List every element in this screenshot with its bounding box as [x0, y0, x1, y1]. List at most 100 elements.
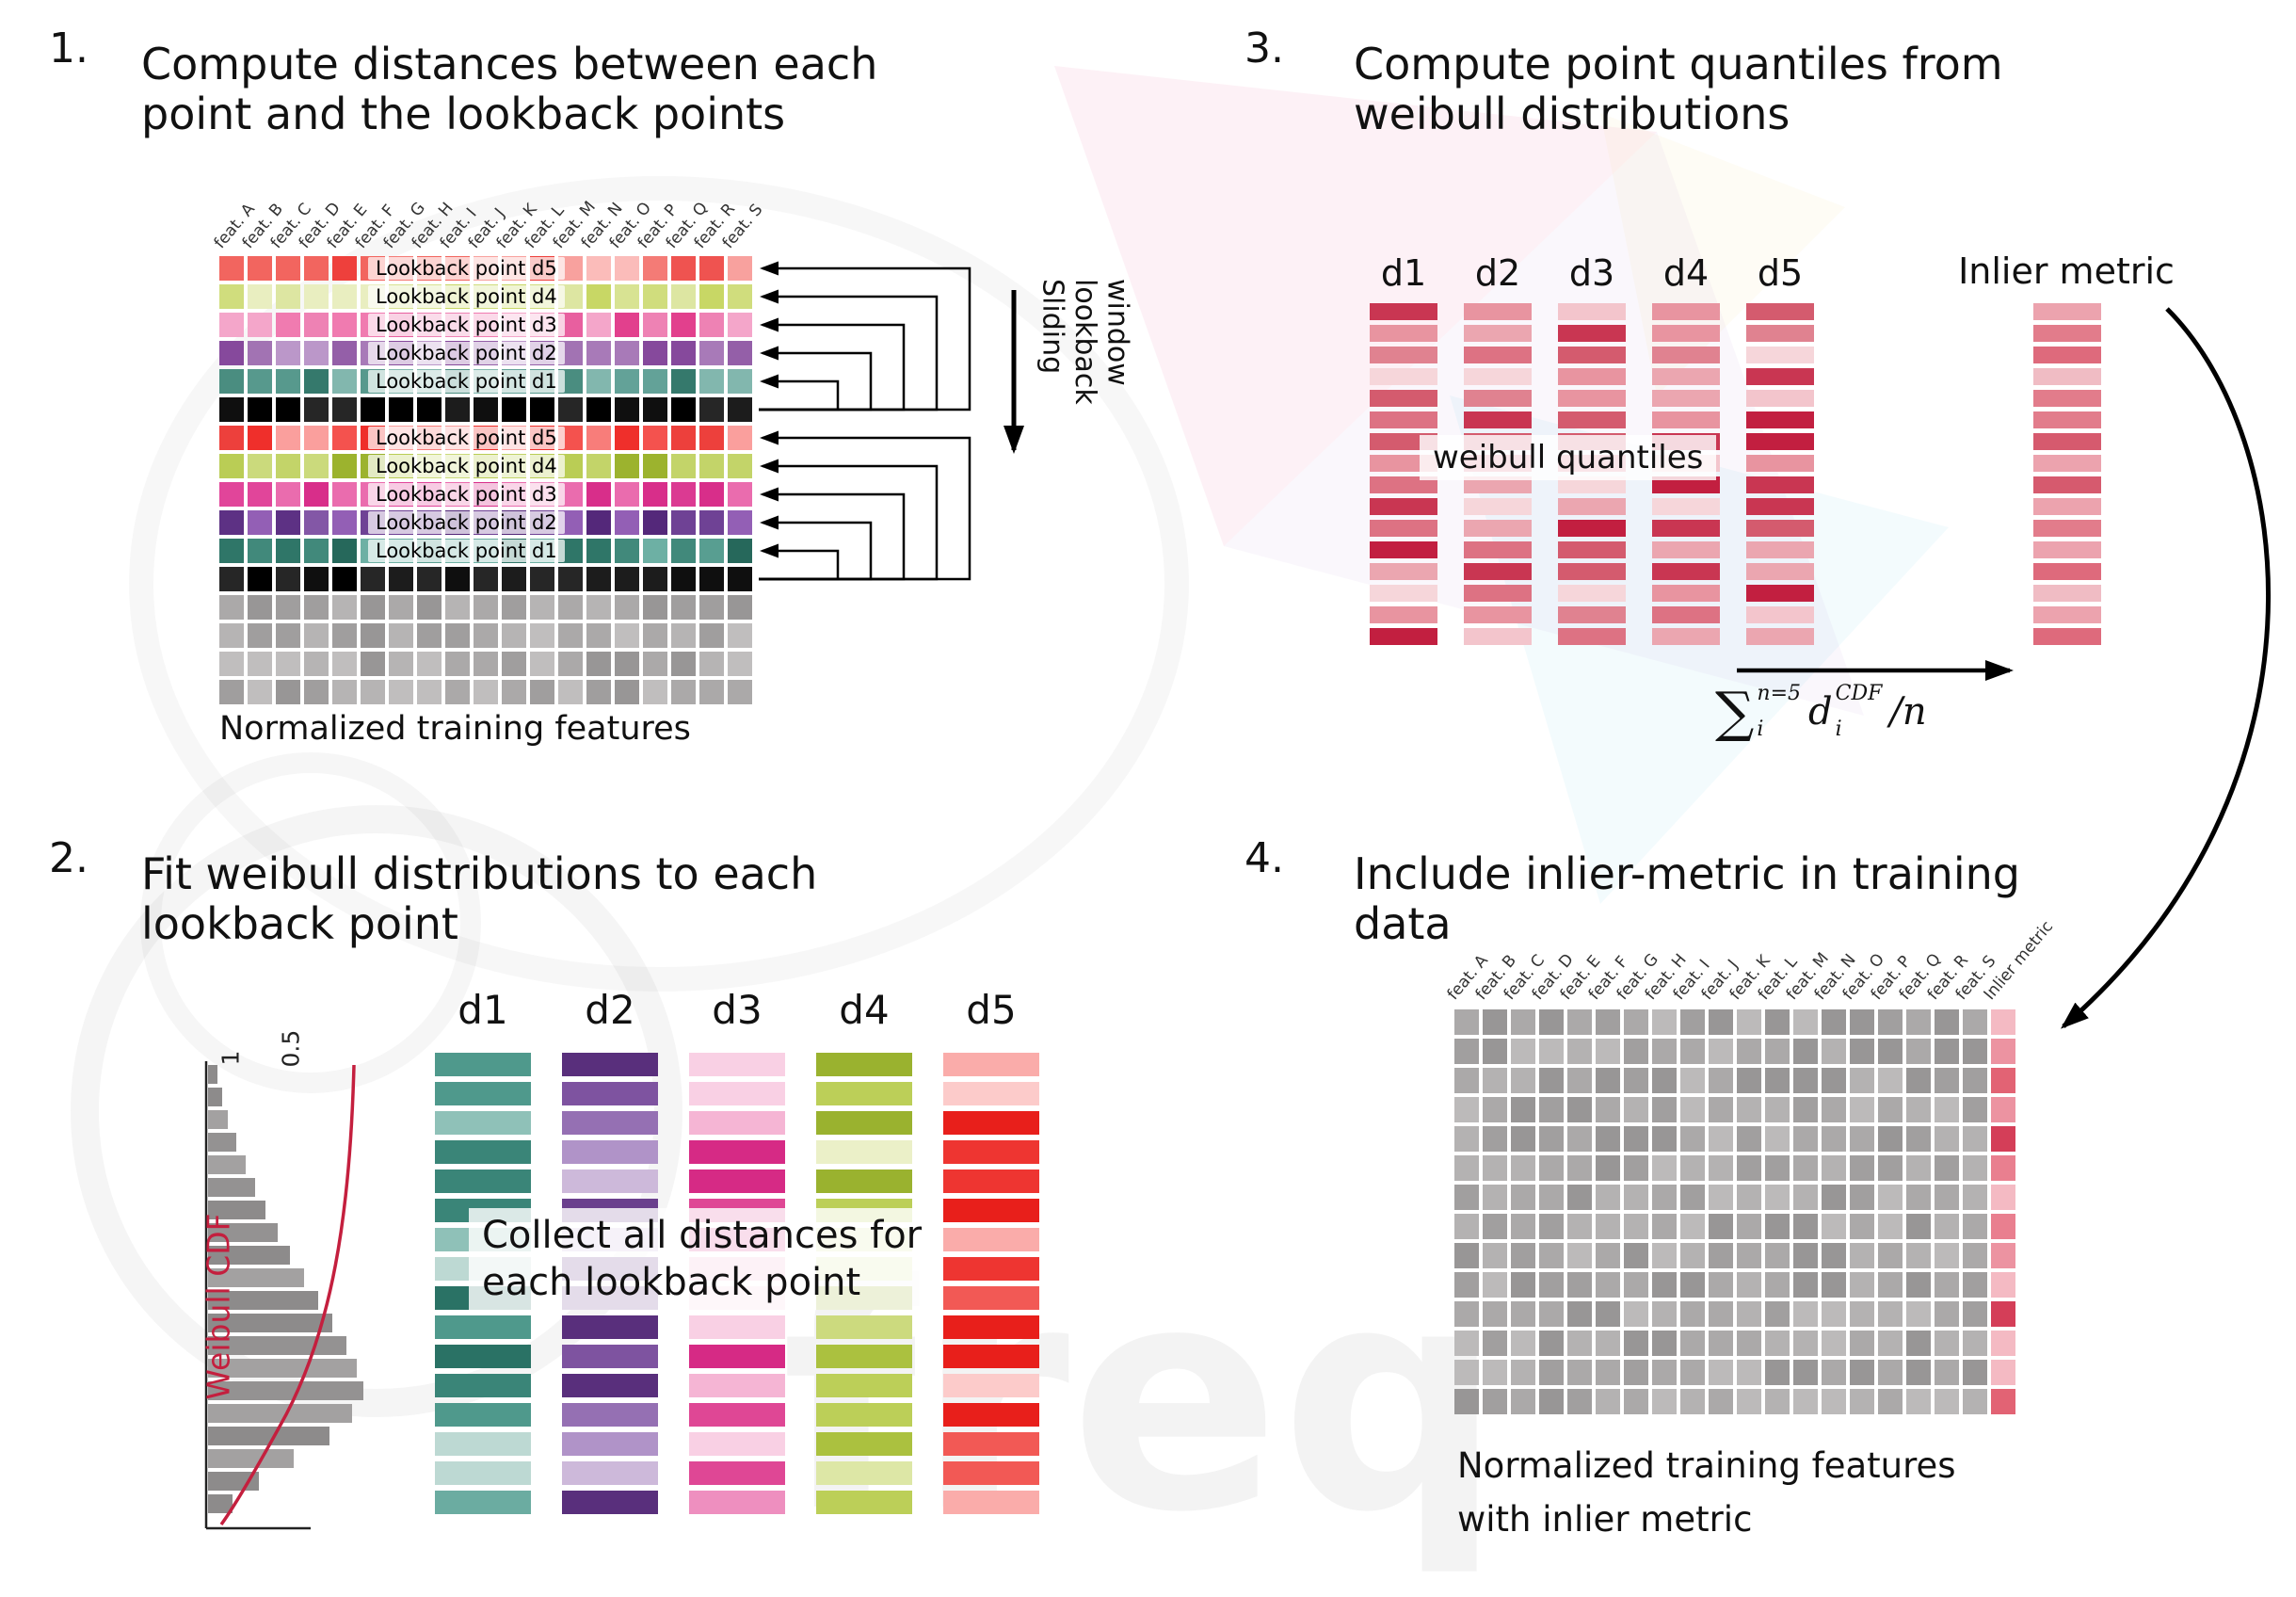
grid-cell: [1793, 1068, 1818, 1093]
quantile-bar: [1464, 303, 1532, 320]
grid-cell: [332, 369, 357, 394]
distance-bar: [943, 1111, 1039, 1135]
title-line: point and the lookback points: [141, 89, 786, 140]
grid-cell: [1765, 1301, 1790, 1327]
grid-cell: [1850, 1272, 1874, 1298]
grid-cell: [1511, 1155, 1535, 1181]
grid-cell: [1850, 1389, 1874, 1414]
grid-cell: [1454, 1360, 1479, 1385]
grid-cell: [1596, 1068, 1620, 1093]
grid-cell: [1511, 1068, 1535, 1093]
grid-cell: [1596, 1097, 1620, 1122]
grid-cell: [728, 510, 752, 535]
quantile-bar: [1746, 390, 1814, 407]
quantile-bar: [1370, 411, 1437, 428]
formula-sum: ∑: [1715, 680, 1755, 744]
grid-cell: [1793, 1097, 1818, 1122]
quantile-column-header: d4: [1662, 252, 1710, 294]
grid-cell: [1991, 1097, 2015, 1122]
quantile-bar: [1464, 606, 1532, 623]
grid-cell: [586, 482, 611, 507]
grid-cell: [1709, 1068, 1733, 1093]
formula-sum-sup: n=5: [1757, 682, 1802, 705]
hist-bar: [208, 1246, 290, 1265]
distance-bar: [943, 1053, 1039, 1076]
quantile-bar: [1746, 433, 1814, 450]
distance-bar: [562, 1082, 658, 1105]
quantile-bar: [1746, 325, 1814, 342]
quantile-bar: [1464, 347, 1532, 363]
quantile-bar: [1370, 347, 1437, 363]
grid-cell: [1737, 1097, 1761, 1122]
grid-cell: [276, 539, 300, 563]
grid-cell: [1737, 1301, 1761, 1327]
formula-sum-sub: i: [1757, 718, 1764, 741]
grid-cell: [417, 567, 442, 591]
quantile-bar: [1652, 390, 1720, 407]
quantile-bar: [1370, 390, 1437, 407]
grid-cell: [1906, 1301, 1931, 1327]
grid-cell: [361, 652, 385, 676]
grid-cell: [1991, 1126, 2015, 1152]
grid-cell: [1878, 1068, 1903, 1093]
grid-cell: [1511, 1389, 1535, 1414]
grid-cell: [361, 397, 385, 422]
grid-cell: [1765, 1272, 1790, 1298]
lookback-row-label: Lookback point d5: [368, 257, 565, 280]
grid-cell: [304, 454, 329, 478]
grid-cell: [1765, 1331, 1790, 1356]
grid-cell: [1737, 1214, 1761, 1239]
grid-cell: [417, 680, 442, 704]
grid-cell: [332, 539, 357, 563]
grid-cell: [1596, 1243, 1620, 1268]
distance-bar: [943, 1199, 1039, 1222]
grid-cell: [502, 595, 526, 620]
grid-cell: [1991, 1214, 2015, 1239]
grid-cell: [332, 595, 357, 620]
quantile-bar: [1558, 368, 1626, 385]
grid-cell: [728, 256, 752, 281]
grid-cell: [643, 341, 667, 365]
distance-bar: [943, 1170, 1039, 1193]
grid-cell: [671, 454, 696, 478]
hist-bar: [208, 1381, 363, 1400]
grid-cell: [1991, 1039, 2015, 1064]
grid-cell: [389, 397, 413, 422]
grid-cell: [530, 397, 554, 422]
inlier-bar: [2033, 541, 2101, 558]
grid-cell: [643, 454, 667, 478]
grid-cell: [1850, 1243, 1874, 1268]
grid-cell: [1511, 1185, 1535, 1210]
grid-cell: [1539, 1301, 1564, 1327]
hist-bar: [208, 1427, 329, 1445]
quantile-bar: [1746, 585, 1814, 602]
grid-cell: [699, 426, 724, 450]
grid-cell: [1991, 1068, 2015, 1093]
grid-cell: [276, 369, 300, 394]
grid-cell: [643, 567, 667, 591]
grid-cell: [332, 454, 357, 478]
grid-cell: [1878, 1301, 1903, 1327]
quantile-column-header: d1: [1380, 252, 1427, 294]
grid-cell: [1991, 1009, 2015, 1035]
hist-bar: [208, 1404, 352, 1423]
grid-cell: [671, 680, 696, 704]
grid-cell: [1850, 1126, 1874, 1152]
grid-cell: [1624, 1068, 1648, 1093]
inlier-bar: [2033, 325, 2101, 342]
distance-bar: [943, 1345, 1039, 1368]
watermark-shape: [1054, 66, 1657, 546]
grid-cell: [1935, 1097, 1959, 1122]
grid-cell: [332, 623, 357, 648]
formula-var-sub: i: [1835, 718, 1842, 741]
grid-cell: [1963, 1155, 1987, 1181]
grid-cell: [1737, 1272, 1761, 1298]
grid-cell: [1652, 1185, 1677, 1210]
grid-cell: [1709, 1243, 1733, 1268]
grid-cell: [1793, 1009, 1818, 1035]
quantile-bar: [1370, 541, 1437, 558]
grid-cell: [1511, 1126, 1535, 1152]
grid-cell: [1567, 1389, 1592, 1414]
grid-cell: [586, 369, 611, 394]
quantile-bar: [1652, 347, 1720, 363]
